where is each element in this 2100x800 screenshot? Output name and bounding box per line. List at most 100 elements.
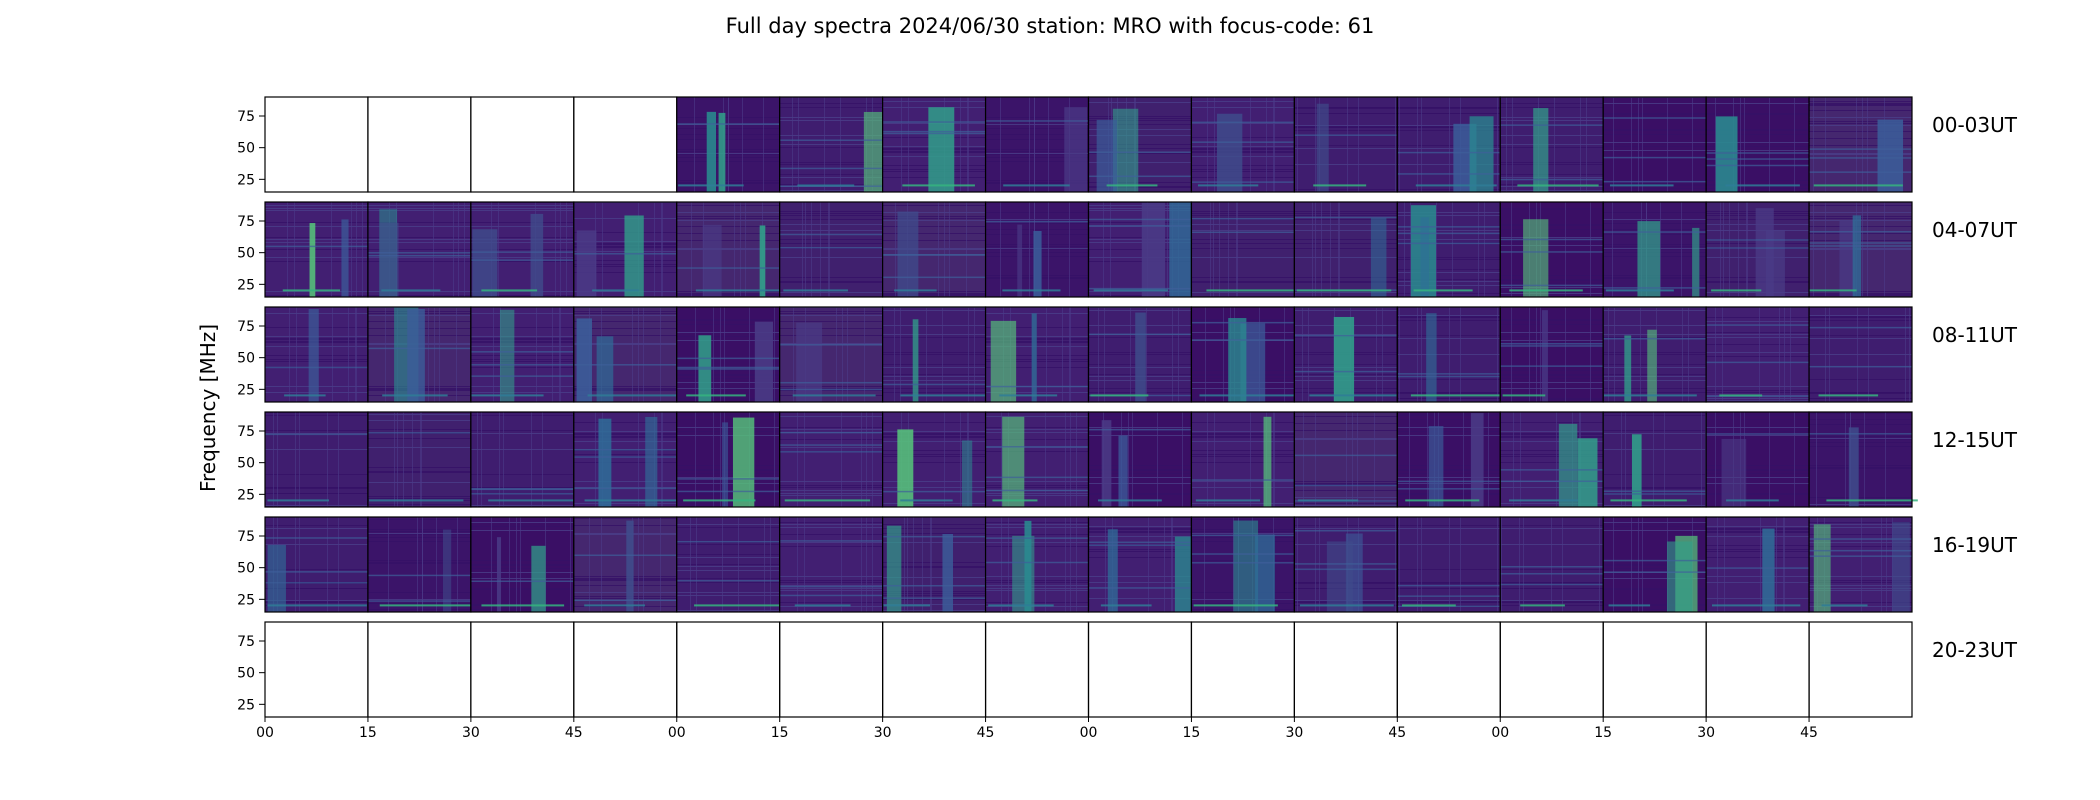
y-tick-label: 50: [237, 666, 255, 682]
spectrogram-panel: [1499, 201, 1604, 298]
spectrogram-panel: [779, 621, 884, 718]
spectrogram-panel: [1808, 411, 1918, 508]
panel-row-04-07UT: 25 50 75 04-07UT: [237, 201, 2018, 298]
panel-frame: [676, 621, 781, 718]
spectrogram-panel: [1705, 306, 1810, 403]
spectrogram-panel: [1705, 96, 1810, 193]
panel-frame: [882, 621, 987, 718]
panel-frame: [470, 96, 575, 193]
panel-row-00-03UT: 25 50 75 00-03UT: [237, 96, 2018, 193]
spectrogram-panel: [470, 621, 575, 718]
spectrogram-panel: [1705, 621, 1810, 718]
spectrogram-panel: [1808, 621, 1913, 718]
spectrogram-panel: [1190, 411, 1295, 508]
x-tick-label: 00: [668, 725, 686, 741]
spectrogram-panel: [1087, 306, 1193, 403]
panel-frame: [1808, 516, 1913, 613]
spectrogram-panel: [676, 411, 781, 508]
spectrogram-panel: [1396, 516, 1501, 613]
panel-row-12-15UT: 25 50 75 12-15UT: [237, 411, 2018, 508]
spectrogram-panel: [676, 306, 781, 403]
spectrogram-panel: [1293, 516, 1398, 613]
x-tick-label: 15: [359, 725, 377, 741]
spectrogram-panel: [984, 201, 1090, 298]
spectrogram-panel: [779, 306, 884, 403]
spectrogram-panel: [264, 96, 369, 193]
panel-frame: [1808, 201, 1913, 298]
y-tick-label: 25: [237, 277, 255, 293]
x-tick-label: 00: [1491, 725, 1509, 741]
panel-frame: [264, 621, 369, 718]
y-tick-label: 75: [237, 109, 255, 125]
spectrogram-panel: [1293, 201, 1398, 298]
spectrogram-panel: [1087, 516, 1200, 613]
panel-frame: [1602, 621, 1707, 718]
spectrogram-panel: [882, 96, 987, 193]
y-tick-label: 50: [237, 351, 255, 367]
spectrogram-panel: [1499, 516, 1604, 613]
spectrogram-panel: [1293, 96, 1398, 193]
x-tick-label: 00: [1080, 725, 1098, 741]
spectrogram-panel: [984, 516, 1090, 613]
panel-frame: [1808, 621, 1913, 718]
spectrogram-panel: [1808, 96, 1913, 193]
spectrogram-panel: [470, 96, 575, 193]
y-tick-label: 25: [237, 172, 255, 188]
spectrogram-panel: [1087, 621, 1193, 718]
spectrogram-panel: [1499, 306, 1604, 403]
spectrogram-panel: [1705, 201, 1810, 298]
spectrogram-panel: [779, 516, 884, 613]
x-tick-label: 15: [1594, 725, 1612, 741]
spectrogram-panel: [1808, 516, 1913, 613]
spectrogram-panel: [264, 306, 369, 403]
panel-frame: [573, 621, 678, 718]
spectrogram-panel: [1602, 411, 1707, 508]
spectrogram-panel: [1499, 411, 1604, 508]
panel-frame: [264, 96, 369, 193]
spectrogram-panel: [1293, 621, 1398, 718]
spectrogram-panel: [676, 96, 781, 193]
panel-frame: [1808, 96, 1913, 193]
y-tick-label: 75: [237, 214, 255, 230]
spectrogram-panel: [779, 411, 884, 508]
panel-frame: [779, 621, 884, 718]
x-tick-label: 30: [874, 725, 892, 741]
spectrogram-panel: [367, 621, 472, 718]
panel-row-08-11UT: 25 50 75 08-11UT: [237, 306, 2018, 403]
panel-frame: [984, 621, 1090, 718]
spectrogram-panel: [470, 201, 575, 298]
x-tick-label: 30: [462, 725, 480, 741]
chart-title: Full day spectra 2024/06/30 station: MRO…: [726, 14, 1375, 38]
spectrogram-panel: [1190, 96, 1295, 193]
spectrogram-panel: [1808, 306, 1913, 403]
spectrogram-panel: [779, 201, 884, 298]
row-label: 00-03UT: [1932, 113, 2018, 137]
spectrogram-panel: [882, 306, 994, 403]
row-label: 04-07UT: [1932, 218, 2018, 242]
spectrogram-panel: [1396, 306, 1510, 403]
spectrogram-panel: [1087, 411, 1193, 508]
panel-row-16-19UT: 25 50 75 16-19UT: [237, 516, 2018, 613]
panel-frame: [1808, 306, 1913, 403]
spectrogram-panel: [573, 306, 680, 403]
spectrogram-panel: [1190, 621, 1295, 718]
spectrogram-panel: [1190, 306, 1302, 403]
spectrogram-panel: [367, 306, 472, 403]
spectrogram-panel: [984, 621, 1090, 718]
spectrogram-panel: [470, 411, 591, 508]
spectrogram-panel: [367, 96, 472, 193]
spectrogram-panel: [676, 201, 782, 298]
y-tick-label: 75: [237, 634, 255, 650]
row-label: 08-11UT: [1932, 323, 2018, 347]
y-tick-label: 75: [237, 529, 255, 545]
spectrogram-panel: [573, 516, 678, 613]
x-tick-label: 15: [771, 725, 789, 741]
spectrogram-panel: [1499, 96, 1604, 193]
row-label: 12-15UT: [1932, 428, 2018, 452]
y-tick-label: 50: [237, 246, 255, 262]
spectrogram-panel: [1602, 306, 1707, 403]
spectrogram-panel: [470, 516, 575, 613]
x-tick-label: 30: [1285, 725, 1303, 741]
spectrogram-panel: [470, 306, 575, 403]
